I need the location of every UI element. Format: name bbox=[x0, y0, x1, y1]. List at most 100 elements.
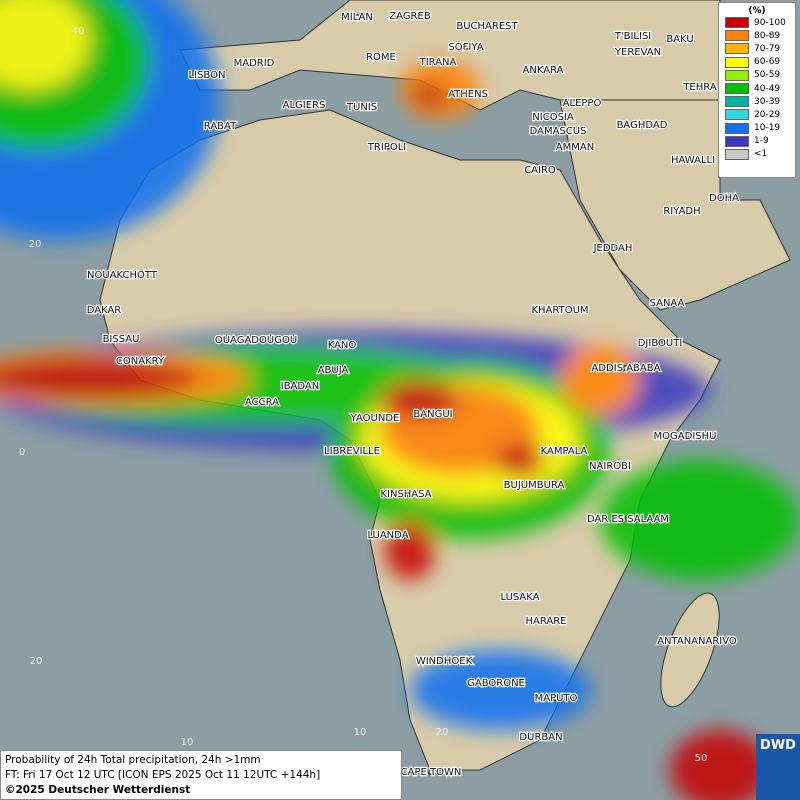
legend-label: 20-29 bbox=[754, 109, 781, 120]
city-label: WINDHOEK bbox=[416, 656, 473, 667]
logo: DWD bbox=[756, 734, 800, 800]
legend-label: 40-49 bbox=[754, 83, 781, 94]
city-label: NOUAKCHOTT bbox=[87, 270, 158, 281]
city-label: OUAGADOUGOU bbox=[215, 335, 297, 346]
legend-entry: 80-89 bbox=[719, 29, 795, 42]
city-marker bbox=[403, 491, 409, 497]
city-marker bbox=[550, 114, 556, 120]
city-marker bbox=[623, 365, 629, 371]
city-label: TIRANA bbox=[419, 57, 457, 68]
city-marker bbox=[339, 342, 345, 348]
legend-swatch bbox=[725, 109, 749, 121]
city-marker bbox=[553, 695, 559, 701]
city-label: DAKAR bbox=[87, 305, 122, 316]
city-marker bbox=[690, 157, 696, 163]
city-label: TEHRA bbox=[682, 82, 716, 93]
legend-entry: 90-100 bbox=[719, 16, 795, 29]
city-label: DAR ES SALAAM bbox=[587, 514, 669, 525]
city-marker bbox=[657, 340, 663, 346]
city-marker bbox=[465, 91, 471, 97]
city-label: KANO bbox=[328, 340, 357, 351]
grid-label: 20 bbox=[30, 656, 43, 667]
city-label: MOGADISHU bbox=[654, 431, 717, 442]
legend-label: 10-19 bbox=[754, 123, 781, 134]
city-label: CONAKRY bbox=[116, 356, 165, 367]
city-label: ANTANANARIVO bbox=[657, 636, 737, 647]
city-label: RABAT bbox=[204, 121, 237, 132]
legend-swatch bbox=[725, 83, 749, 95]
grid-label: 10 bbox=[181, 737, 194, 748]
legend-label: 50-59 bbox=[754, 70, 781, 81]
city-label: HARARE bbox=[525, 616, 566, 627]
grid-label: 20 bbox=[29, 239, 42, 250]
city-label: BUCHAREST bbox=[456, 21, 518, 32]
legend-label: 90-100 bbox=[754, 17, 786, 28]
city-marker bbox=[385, 532, 391, 538]
city-label: ACCRA bbox=[245, 397, 279, 408]
legend-swatch bbox=[725, 148, 749, 160]
legend-swatch bbox=[725, 69, 749, 81]
city-marker bbox=[579, 100, 585, 106]
city-marker bbox=[349, 448, 355, 454]
legend-unit: (%) bbox=[748, 6, 766, 16]
city-label: BISSAU bbox=[103, 334, 140, 345]
city-label: BAKU bbox=[666, 34, 693, 45]
legend-swatch bbox=[725, 135, 749, 147]
city-marker bbox=[101, 307, 107, 313]
city-marker bbox=[561, 448, 567, 454]
grid-label: 20 bbox=[436, 727, 449, 738]
city-label: DJIBOUTI bbox=[638, 338, 683, 349]
city-label: RIYADH bbox=[663, 206, 700, 217]
city-label: DAMASCUS bbox=[530, 126, 587, 137]
city-label: SOFIYA bbox=[448, 42, 483, 53]
city-label: ATHENS bbox=[448, 89, 488, 100]
city-label: LIBREVILLE bbox=[324, 446, 380, 457]
legend-entry: 30-39 bbox=[719, 95, 795, 108]
city-marker bbox=[639, 122, 645, 128]
city-label: BAGHDAD bbox=[617, 120, 668, 131]
city-marker bbox=[484, 23, 490, 29]
city-marker bbox=[694, 638, 700, 644]
city-label: ADDIS ABABA bbox=[592, 363, 661, 374]
city-label: NICOSIA bbox=[532, 112, 574, 123]
city-label: LISBON bbox=[189, 70, 226, 81]
city-marker bbox=[430, 411, 436, 417]
city-label: TRIPOLI bbox=[367, 142, 406, 153]
city-label: LUSAKA bbox=[501, 592, 540, 603]
city-label: YEREVAN bbox=[614, 47, 661, 58]
legend-entry: 20-29 bbox=[719, 108, 795, 121]
grid-label: 40 bbox=[72, 26, 85, 37]
legend-label: 70-79 bbox=[754, 43, 781, 54]
city-label: AMMAN bbox=[556, 142, 594, 153]
city-marker bbox=[555, 128, 561, 134]
city-label: CAIRO bbox=[524, 165, 556, 176]
city-marker bbox=[297, 383, 303, 389]
grid-label: 10 bbox=[354, 727, 367, 738]
city-label: BUJUMBURA bbox=[504, 480, 565, 491]
city-marker bbox=[354, 14, 360, 20]
legend-entry: 50-59 bbox=[719, 69, 795, 82]
city-marker bbox=[531, 482, 537, 488]
city-marker bbox=[543, 618, 549, 624]
city-marker bbox=[407, 13, 413, 19]
legend-label: 30-39 bbox=[754, 96, 781, 107]
city-marker bbox=[330, 367, 336, 373]
city-marker bbox=[359, 104, 365, 110]
city-marker bbox=[259, 399, 265, 405]
caption-line: FT: Fri 17 Oct 12 UTC [ICON EPS 2025 Oct… bbox=[5, 769, 321, 781]
city-marker bbox=[493, 680, 499, 686]
legend-label: <1 bbox=[754, 149, 768, 160]
legend-entry: <1 bbox=[719, 148, 795, 161]
city-marker bbox=[537, 167, 543, 173]
city-label: DURBAN bbox=[519, 732, 562, 743]
legend-entry: 60-69 bbox=[719, 56, 795, 69]
legend-swatch bbox=[725, 17, 749, 29]
caption: Probability of 24h Total precipitation, … bbox=[0, 750, 402, 800]
city-marker bbox=[538, 734, 544, 740]
city-marker bbox=[428, 769, 434, 775]
legend-swatch bbox=[725, 56, 749, 68]
city-label: CAPE TOWN bbox=[401, 767, 462, 778]
city-marker bbox=[118, 336, 124, 342]
legend-entry: 1-9 bbox=[719, 135, 795, 148]
